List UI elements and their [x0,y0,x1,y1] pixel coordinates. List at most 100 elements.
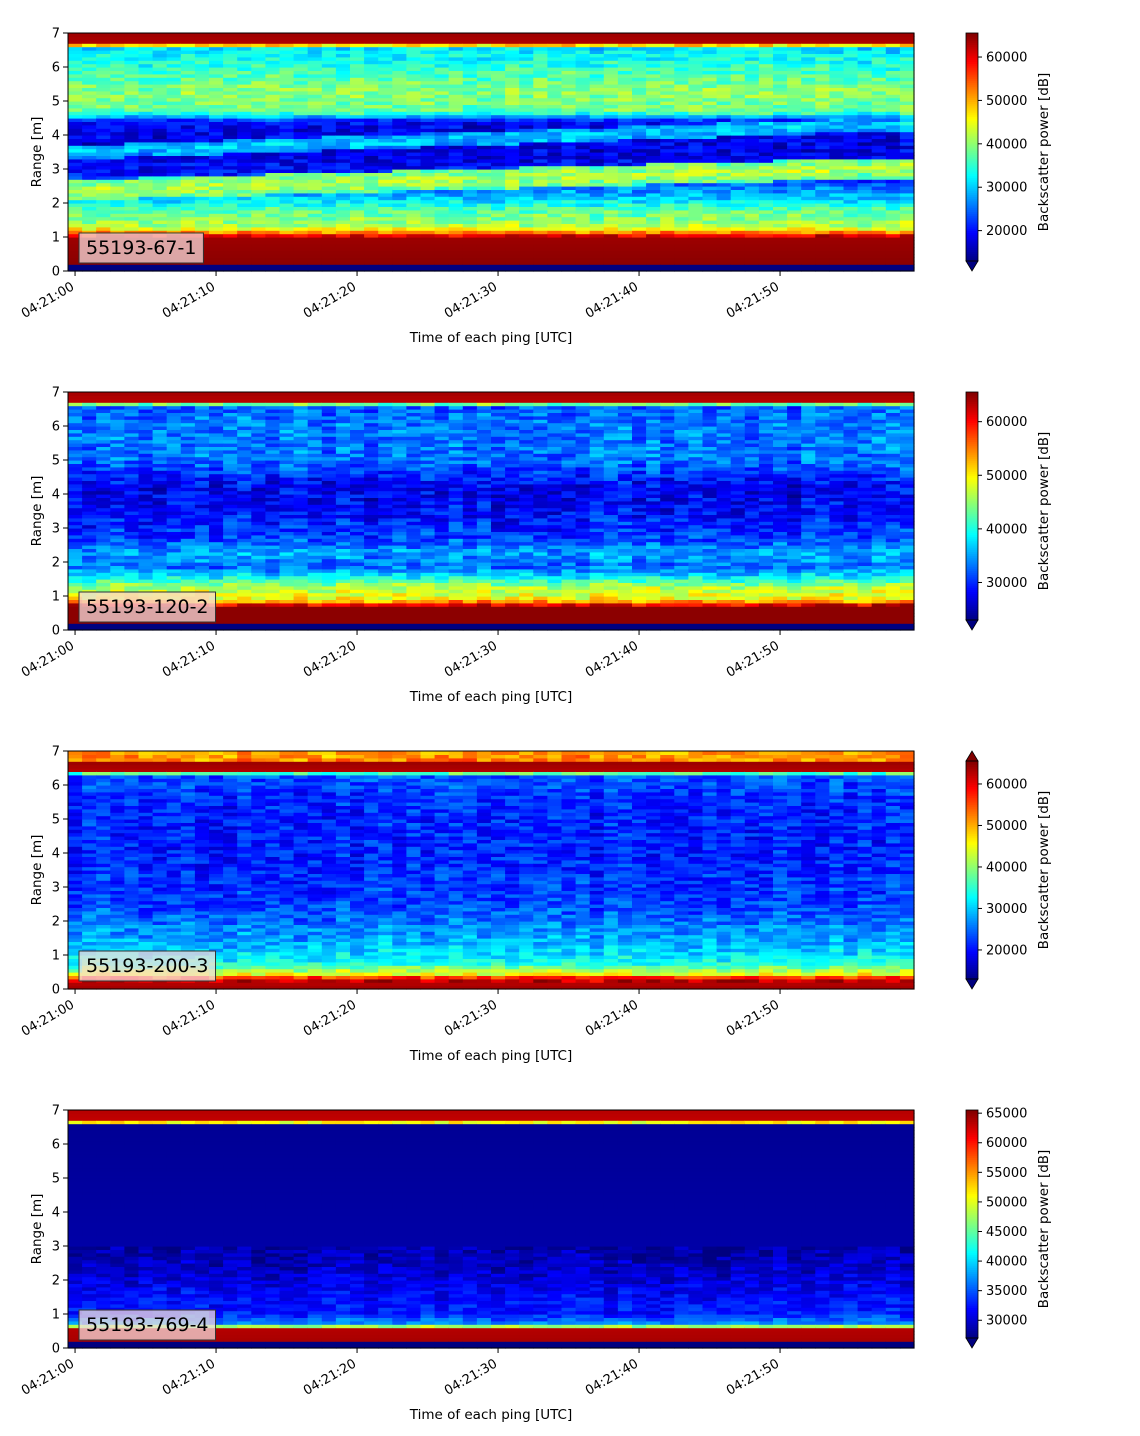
heatmap-cell [124,453,140,458]
heatmap-cell [223,97,238,102]
heatmap-cell [589,97,605,102]
heatmap-cell [82,203,97,207]
heatmap-cell [237,209,252,214]
heatmap-cell [152,128,168,133]
heatmap-cell [505,111,520,116]
heatmap-cell [843,223,859,228]
heatmap-cell [350,237,365,241]
heatmap-cell [124,477,140,481]
heatmap-cell [68,562,83,566]
heatmap-cell [335,199,351,204]
heatmap-cell [152,46,168,51]
colorbar-segment [966,186,978,190]
heatmap-cell [815,128,830,133]
heatmap-cell [265,73,281,78]
heatmap-cell [674,141,689,146]
heatmap-cell [575,118,591,122]
heatmap-cell [716,209,732,214]
heatmap-cell [321,192,337,197]
heatmap-cell [180,555,196,560]
heatmap-cell [166,87,182,92]
heatmap-cell [575,53,591,58]
heatmap-cell [617,90,633,95]
heatmap-cell [251,67,266,71]
heatmap-cell [674,77,689,82]
heatmap-cell [646,107,661,112]
heatmap-cell [307,114,323,119]
heatmap-cell [632,145,647,150]
heatmap-cell [82,107,97,112]
heatmap-cell [815,158,830,163]
heatmap-cell [68,616,83,621]
heatmap-cell [378,213,393,218]
heatmap-cell [335,226,351,231]
heatmap-cell [82,53,97,58]
heatmap-cell [632,84,647,88]
heatmap-cell [321,186,337,190]
heatmap-cell [406,70,422,75]
heatmap-cell [801,186,816,190]
heatmap-cell [82,226,97,231]
heatmap-cell [152,97,168,102]
heatmap-cell [82,179,97,184]
heatmap-cell [110,189,125,194]
heatmap-cell [674,216,689,221]
heatmap-cell [279,53,295,58]
heatmap-cell [505,94,520,99]
heatmap-cell [885,196,901,201]
heatmap-cell [96,572,111,577]
heatmap-cell [251,165,266,170]
heatmap-cell [152,135,168,139]
heatmap-cell [68,223,83,228]
heatmap-cell [674,169,689,173]
heatmap-cell [321,104,337,109]
heatmap-cell [491,162,506,167]
heatmap-cell [406,213,422,218]
heatmap-cell [166,264,182,269]
heatmap-cell [491,50,506,54]
heatmap-cell [674,67,689,71]
heatmap-cell [660,203,675,207]
heatmap-cell [350,53,365,58]
heatmap-cell [801,152,816,156]
heatmap-cell [857,179,873,184]
heatmap-cell [209,33,224,37]
heatmap-cell [237,254,252,258]
heatmap-cell [787,247,802,252]
heatmap-cell [744,131,760,136]
heatmap-cell [166,206,182,211]
heatmap-cell [335,94,351,99]
heatmap-cell [110,46,125,51]
heatmap-cell [335,254,351,258]
heatmap-cell [124,470,140,475]
heatmap-cell [815,67,830,71]
heatmap-cell [124,77,140,82]
heatmap-cell [166,169,182,173]
heatmap-cell [434,247,450,252]
heatmap-cell [166,70,182,75]
heatmap-cell [899,128,915,133]
heatmap-cell [632,135,647,139]
heatmap-cell [209,114,224,119]
heatmap-cell [730,158,746,163]
heatmap-cell [716,118,732,122]
heatmap-cell [462,118,478,122]
heatmap-cell [857,107,873,112]
heatmap-cell [152,84,168,88]
heatmap-cell [138,145,154,150]
heatmap-cell [364,84,379,88]
heatmap-cell [180,575,196,580]
heatmap-cell [307,124,323,129]
heatmap-cell [152,114,168,119]
heatmap-cell [434,60,450,65]
heatmap-cell [829,111,845,116]
heatmap-cell [871,254,887,258]
heatmap-cell [448,223,464,228]
heatmap-cell [716,36,732,41]
heatmap-cell [716,60,732,65]
heatmap-cell [801,189,816,194]
heatmap-cell [730,237,746,241]
heatmap-cell [68,548,83,553]
heatmap-cell [561,257,577,262]
heatmap-cell [68,43,83,48]
